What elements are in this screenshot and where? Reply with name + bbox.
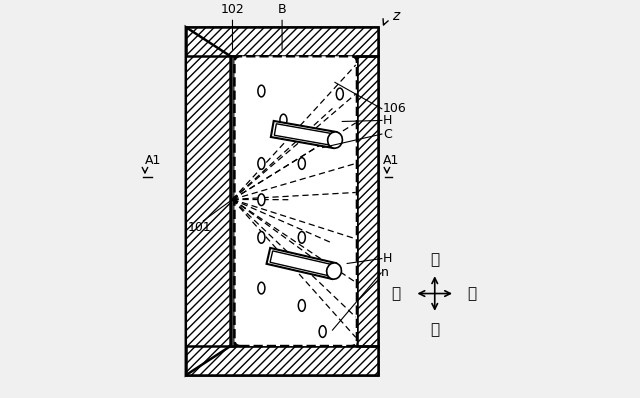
Ellipse shape xyxy=(258,194,265,205)
Text: n: n xyxy=(381,266,389,279)
Text: 101: 101 xyxy=(188,221,211,234)
Ellipse shape xyxy=(280,114,287,126)
Text: B: B xyxy=(278,3,286,16)
Text: A1: A1 xyxy=(145,154,161,167)
Text: 102: 102 xyxy=(221,3,244,16)
Polygon shape xyxy=(266,248,336,279)
Bar xyxy=(230,56,234,346)
Ellipse shape xyxy=(298,158,305,169)
Text: C: C xyxy=(383,128,392,140)
Text: 右: 右 xyxy=(430,252,439,267)
Ellipse shape xyxy=(258,282,265,294)
Text: 後: 後 xyxy=(467,286,476,301)
Polygon shape xyxy=(186,27,230,375)
Ellipse shape xyxy=(336,88,343,100)
FancyBboxPatch shape xyxy=(234,56,357,346)
Bar xyxy=(186,346,378,375)
Ellipse shape xyxy=(298,232,305,243)
Bar xyxy=(357,56,378,346)
Ellipse shape xyxy=(319,326,326,338)
Ellipse shape xyxy=(258,85,265,97)
Text: 106: 106 xyxy=(383,102,407,115)
Ellipse shape xyxy=(298,300,305,311)
Text: 前: 前 xyxy=(391,286,401,301)
Polygon shape xyxy=(271,121,337,148)
Bar xyxy=(357,56,378,346)
Ellipse shape xyxy=(258,158,265,169)
Ellipse shape xyxy=(328,132,342,148)
Bar xyxy=(186,27,378,56)
Text: A1: A1 xyxy=(383,154,399,167)
Ellipse shape xyxy=(258,232,265,243)
Ellipse shape xyxy=(326,263,341,279)
Text: H: H xyxy=(383,114,392,127)
Text: H: H xyxy=(383,252,392,265)
Polygon shape xyxy=(270,251,332,276)
Bar xyxy=(186,27,378,56)
Bar xyxy=(186,346,378,375)
Polygon shape xyxy=(275,124,333,145)
Text: 左: 左 xyxy=(430,323,439,338)
Bar xyxy=(186,27,378,375)
Text: z: z xyxy=(392,9,399,23)
